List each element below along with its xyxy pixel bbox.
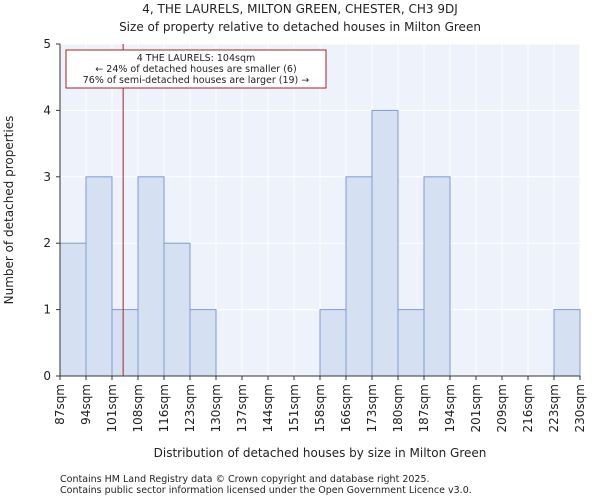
x-tick-label: 101sqm: [105, 384, 119, 432]
x-tick-label: 201sqm: [469, 384, 483, 432]
bar: [189, 309, 217, 377]
x-tick-label: 94sqm: [79, 384, 93, 425]
x-tick-label: 223sqm: [547, 384, 561, 432]
x-tick-label: 151sqm: [287, 384, 301, 432]
annotation-box: [65, 49, 327, 89]
x-tick-label: 194sqm: [443, 384, 457, 432]
x-tick-label: 116sqm: [157, 384, 171, 432]
annotation-line: 76% of semi-detached houses are larger (…: [83, 75, 310, 86]
bar: [553, 309, 581, 377]
x-tick-label: 230sqm: [573, 384, 587, 432]
x-tick-label: 180sqm: [391, 384, 405, 432]
annotation-line: 4 THE LAURELS: 104sqm: [137, 53, 256, 64]
x-tick-label: 137sqm: [235, 384, 249, 432]
bar: [345, 176, 373, 377]
x-tick-label: 130sqm: [209, 384, 223, 432]
x-tick-label: 166sqm: [339, 384, 353, 432]
y-tick-label: 1: [43, 303, 51, 317]
bar: [59, 242, 87, 377]
bar: [423, 176, 451, 377]
bar: [111, 309, 139, 377]
x-tick-label: 187sqm: [417, 384, 431, 432]
x-tick-label: 173sqm: [365, 384, 379, 432]
annotation-line: ← 24% of detached houses are smaller (6): [95, 64, 296, 75]
marker: 4 THE LAURELS: 104sqm← 24% of detached h…: [65, 44, 327, 376]
x-tick-label: 209sqm: [495, 384, 509, 432]
y-tick-label: 0: [43, 369, 51, 383]
chart-title: 4, THE LAURELS, MILTON GREEN, CHESTER, C…: [142, 2, 457, 16]
y-tick-label: 2: [43, 236, 51, 250]
y-tick-label: 4: [43, 103, 51, 117]
bar: [397, 309, 425, 377]
x-axis-label: Distribution of detached houses by size …: [154, 446, 487, 460]
x-tick-label: 144sqm: [261, 384, 275, 432]
chart-subtitle: Size of property relative to detached ho…: [119, 20, 481, 34]
footer-line-1: Contains HM Land Registry data © Crown c…: [60, 474, 430, 485]
bars: [59, 109, 581, 377]
y-tick-label: 3: [43, 170, 51, 184]
axes: 0 1 2 3 4 5 87sqm 94sqm 101sqm 108sqm 116sqm 123sqm…: [43, 37, 587, 432]
y-axis-label: Number of detached properties: [2, 116, 16, 305]
x-tick-label: 108sqm: [131, 384, 145, 432]
bar: [319, 309, 347, 377]
bar: [163, 242, 191, 377]
x-tick-label: 87sqm: [53, 384, 67, 425]
x-tick-label: 123sqm: [183, 384, 197, 432]
x-tick-label: 216sqm: [521, 384, 535, 432]
x-tick-label: 158sqm: [313, 384, 327, 432]
y-tick-label: 5: [43, 37, 51, 51]
bar: [137, 176, 165, 377]
bar: [85, 176, 113, 377]
footer-line-2: Contains public sector information licen…: [60, 485, 472, 496]
bar: [371, 109, 399, 377]
